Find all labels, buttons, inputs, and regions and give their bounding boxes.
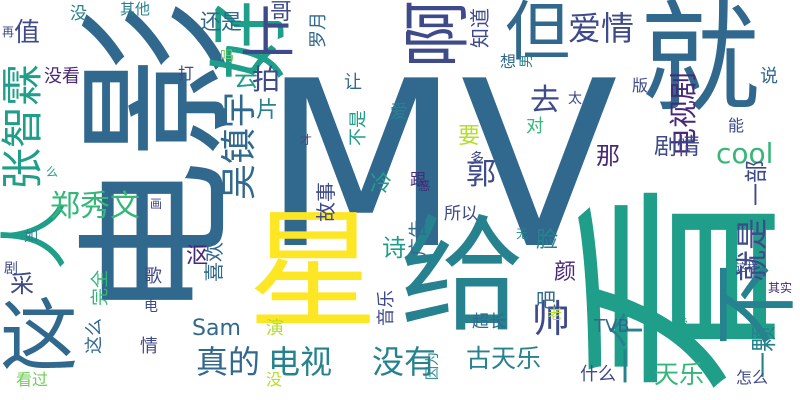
- cloud-word: 帅: [532, 297, 571, 341]
- cloud-word: 跟: [410, 170, 427, 189]
- cloud-word: 剧: [4, 261, 18, 277]
- cloud-word: 爱: [390, 102, 408, 123]
- cloud-word: 要: [458, 124, 481, 149]
- cloud-word: 吴镇宇: [219, 92, 260, 201]
- cloud-word: 一部: [744, 160, 770, 206]
- cloud-word: 还是: [200, 10, 242, 34]
- cloud-word: 片: [256, 98, 279, 123]
- cloud-word: 张智霖: [0, 64, 47, 191]
- cloud-word: 广告: [408, 220, 429, 256]
- cloud-word: 所以: [444, 204, 478, 224]
- cloud-word: 古天乐: [466, 344, 542, 373]
- cloud-word: 吗: [220, 49, 234, 65]
- cloud-word: 能: [728, 116, 745, 135]
- cloud-word: 感: [418, 179, 431, 193]
- cloud-word: TVB: [594, 316, 630, 337]
- cloud-word: 老: [548, 307, 562, 323]
- cloud-word: 男: [519, 54, 535, 68]
- cloud-word: 么: [46, 165, 59, 179]
- cloud-word: 其他: [120, 0, 151, 18]
- cloud-word: MV: [262, 33, 618, 300]
- cloud-word: 歌: [144, 266, 162, 287]
- cloud-word: 什么: [580, 364, 616, 385]
- cloud-word: 故事: [314, 182, 338, 222]
- cloud-word: 就: [640, 0, 760, 129]
- cloud-word: 上: [240, 1, 296, 65]
- cloud-word: 其实: [768, 281, 793, 295]
- cloud-word: 脸: [536, 228, 559, 253]
- cloud-word: 没有: [372, 343, 437, 381]
- cloud-word: 怎么: [736, 368, 769, 387]
- cloud-word: Sam: [192, 316, 241, 341]
- cloud-word: 完全: [90, 270, 111, 306]
- cloud-word: 让: [344, 72, 362, 93]
- cloud-word: 看过: [16, 370, 49, 389]
- cloud-word: 多: [470, 151, 484, 167]
- cloud-word: 天乐: [654, 360, 705, 389]
- cloud-word: 这: [0, 292, 79, 382]
- cloud-word: 那: [596, 142, 620, 170]
- cloud-word: 说: [760, 66, 778, 87]
- cloud-word: 冷: [370, 172, 393, 197]
- cloud-word: 再: [2, 25, 15, 39]
- cloud-word: 因为: [425, 352, 441, 380]
- cloud-word: 不是: [348, 110, 369, 146]
- cloud-word: 郑秀文: [50, 189, 140, 224]
- cloud-word: 啊: [399, 0, 478, 69]
- cloud-word: 电视: [268, 343, 333, 381]
- cloud-word: 情: [140, 336, 158, 357]
- cloud-word: 值: [14, 18, 41, 48]
- cloud-word: 给: [400, 204, 525, 349]
- cloud-word: 电: [144, 299, 158, 315]
- cloud-word: 诗: [382, 234, 406, 262]
- cloud-word: 打: [178, 64, 195, 83]
- cloud-word: 这么: [84, 318, 105, 354]
- cloud-word: 爱: [676, 317, 689, 331]
- cloud-word: 演: [266, 318, 284, 339]
- cloud-word: 没看: [44, 66, 80, 87]
- cloud-word: 沤: [186, 244, 209, 269]
- cloud-word: 没: [70, 4, 87, 24]
- cloud-word: 去: [530, 83, 560, 118]
- cloud-word: 吧: [536, 288, 556, 312]
- cloud-word: 画: [150, 197, 163, 211]
- cloud-word: 真的: [196, 343, 261, 381]
- cloud-word: 版: [632, 76, 649, 95]
- cloud-word: 星: [248, 195, 379, 347]
- cloud-word: 才: [300, 133, 313, 147]
- cloud-word: 想: [500, 52, 517, 71]
- cloud-word: 郭: [466, 157, 496, 192]
- cloud-word: 知道: [468, 8, 492, 48]
- cloud-word: 如: [24, 229, 38, 245]
- cloud-word: 超长: [472, 312, 506, 332]
- cloud-word: 采: [10, 270, 34, 298]
- cloud-word: 但: [505, 0, 571, 70]
- cloud-word: 无: [516, 227, 529, 241]
- cloud-word: 这样: [736, 261, 758, 274]
- cloud-word: 音乐: [376, 290, 397, 326]
- cloud-word: 太: [568, 91, 582, 107]
- cloud-word: 剧情: [654, 134, 700, 160]
- cloud-word: 对: [526, 116, 544, 137]
- cloud-word: 没: [266, 370, 283, 389]
- cloud-word: cool: [716, 137, 774, 170]
- cloud-word: 拍: [252, 63, 281, 96]
- cloud-word: 云: [234, 64, 258, 92]
- cloud-word: 颜: [554, 260, 577, 285]
- cloud-word: 哥: [270, 0, 293, 25]
- cloud-word: 罗月: [308, 12, 329, 48]
- cloud-word: 爱情: [568, 9, 634, 48]
